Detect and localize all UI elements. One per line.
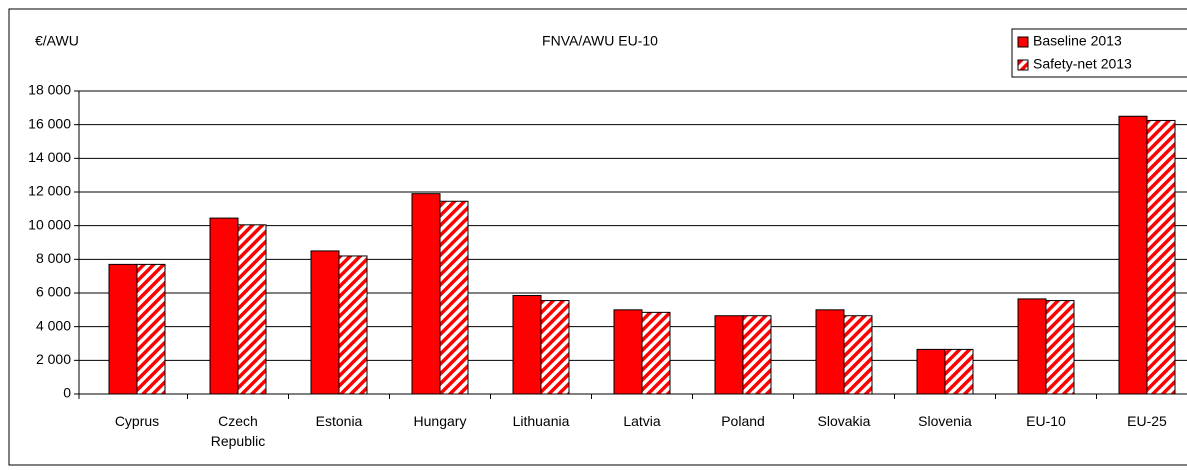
y-tick-label: 2 000 — [36, 351, 71, 367]
bar — [136, 263, 166, 395]
bar — [613, 309, 643, 395]
bar — [1045, 300, 1075, 395]
chart-border — [8, 8, 1187, 466]
y-tick-label: 14 000 — [28, 149, 71, 165]
bar — [108, 263, 138, 395]
x-tick-label: EU-25 — [1127, 413, 1167, 429]
y-tick-label: 16 000 — [28, 115, 71, 131]
x-tick-label: EU-10 — [1026, 413, 1066, 429]
x-tick-label: Cyprus — [114, 413, 160, 429]
bar — [944, 348, 974, 395]
x-tick-label: Czech Republic — [210, 413, 266, 449]
bar — [411, 193, 441, 395]
bar — [237, 224, 267, 395]
y-tick-label: 10 000 — [28, 216, 71, 232]
bar — [338, 255, 368, 395]
y-tick-label: 4 000 — [36, 317, 71, 333]
x-tick-label: Slovenia — [918, 413, 972, 429]
x-tick-label: Slovakia — [817, 413, 871, 429]
legend-label: Baseline 2013 — [1033, 33, 1122, 49]
bar — [843, 315, 873, 395]
x-tick-label: Lithuania — [512, 413, 570, 429]
y-tick-label: 12 000 — [28, 183, 71, 199]
legend-swatch — [1017, 36, 1029, 48]
x-tick-label: Latvia — [623, 413, 661, 429]
bar — [742, 315, 772, 395]
bar — [209, 217, 239, 395]
legend-label: Safety-net 2013 — [1033, 56, 1132, 72]
bar — [310, 250, 340, 395]
bar — [1017, 298, 1047, 395]
x-tick-label: Hungary — [413, 413, 467, 429]
chart-title: FNVA/AWU EU-10 — [542, 33, 658, 49]
bar — [1118, 115, 1148, 395]
legend-box — [1011, 28, 1187, 78]
x-tick-label: Estonia — [315, 413, 363, 429]
y-tick-label: 6 000 — [36, 284, 71, 300]
bar — [815, 309, 845, 395]
bar — [512, 295, 542, 395]
bar — [1146, 119, 1176, 395]
bar — [641, 311, 671, 395]
y-axis-label: €/AWU — [35, 33, 79, 49]
bar — [540, 300, 570, 395]
legend-swatch — [1017, 59, 1029, 71]
x-tick-label: Poland — [721, 413, 765, 429]
bar — [714, 315, 744, 395]
bar — [439, 200, 469, 395]
y-tick-label: 18 000 — [28, 82, 71, 98]
y-tick-label: 0 — [63, 385, 71, 401]
bar — [916, 348, 946, 395]
y-tick-label: 8 000 — [36, 250, 71, 266]
